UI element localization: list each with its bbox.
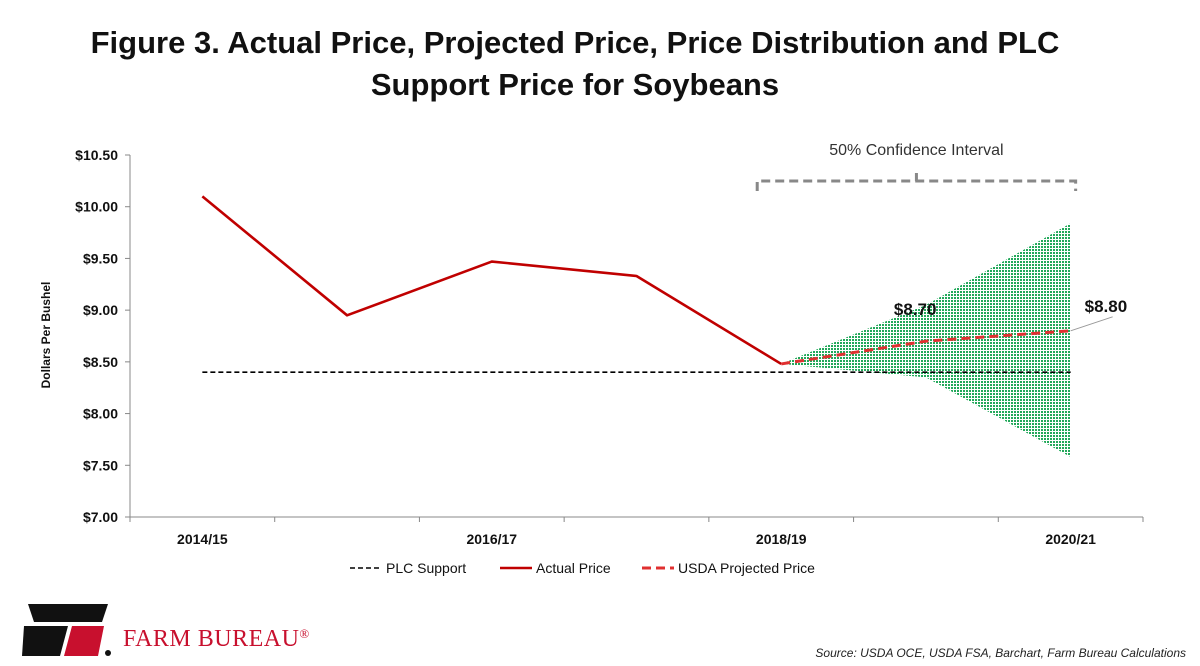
annotation-label: $8.80: [1085, 297, 1128, 316]
series-usda-projected-price: [780, 329, 1071, 366]
legend: PLC Support Actual Price USDA Projected Pr…: [350, 560, 815, 576]
y-axis-label: Dollars Per Bushel: [39, 282, 53, 389]
confidence-interval-label: 50% Confidence Interval: [829, 142, 1003, 159]
y-tick-label: $7.50: [83, 457, 118, 473]
annotation-label: $8.70: [894, 300, 937, 319]
legend-label: Actual Price: [536, 560, 611, 576]
x-tick-label: 2018/19: [756, 531, 807, 547]
x-tick-label: 2020/21: [1045, 531, 1096, 547]
source-note: Source: USDA OCE, USDA FSA, Barchart, Fa…: [815, 646, 1186, 660]
title-line-1: Figure 3. Actual Price, Projected Price,…: [90, 25, 1060, 60]
annotation-layer: $8.70 $8.80: [894, 297, 1128, 332]
brand-name-text: FARM BUREAU: [123, 626, 300, 652]
series-layer: [201, 195, 1071, 374]
y-tick-label: $7.00: [83, 509, 118, 525]
y-tick-label: $8.50: [83, 354, 118, 370]
brand-name: FARM BUREAU®: [123, 626, 310, 653]
x-tick-label: 2014/15: [177, 531, 228, 547]
registered-mark: ®: [299, 626, 310, 641]
y-tick-label: $9.00: [83, 302, 118, 318]
x-tick-label: 2016/17: [466, 531, 517, 547]
y-tick-label: $8.00: [83, 406, 118, 422]
annotation-leader: [1070, 316, 1113, 332]
axes: $7.00 $7.50 $8.00 $8.50 $9.00 $9.50 $10.00 $10.…: [75, 147, 1144, 547]
series-actual-price: [201, 195, 782, 366]
confidence-bracket: [755, 173, 1078, 191]
chart-title: Figure 3. Actual Price, Projected Price,…: [0, 22, 1150, 106]
legend-label: PLC Support: [386, 560, 466, 576]
farm-bureau-logo-icon: [22, 604, 111, 656]
y-tick-label: $10.50: [75, 147, 118, 163]
title-line-2: Support Price for Soybeans: [370, 67, 780, 102]
y-tick-label: $10.00: [75, 199, 118, 215]
legend-label: USDA Projected Price: [678, 560, 815, 576]
y-tick-label: $9.50: [83, 250, 118, 266]
